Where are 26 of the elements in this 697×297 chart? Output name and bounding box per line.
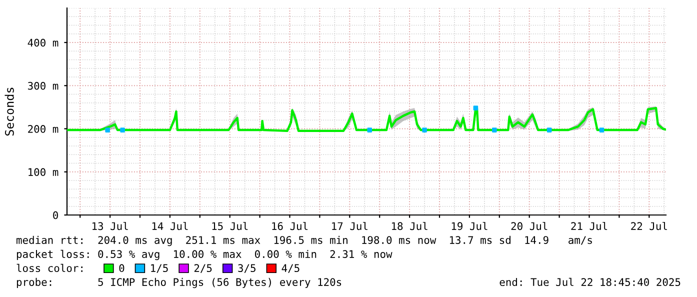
legend-label: 2/5 <box>194 264 212 273</box>
legend-label: 1/5 <box>151 264 168 273</box>
y-tick-label: 0 <box>53 211 58 220</box>
x-tick-label: 14 Jul <box>152 222 188 230</box>
x-tick-label: 22 Jul <box>631 222 667 230</box>
x-tick-label: 17 Jul <box>332 222 368 230</box>
text: packet loss: 0.53 % avg 10.00 % max 0.00 % min 2.31 % now <box>16 250 392 260</box>
x-tick-label: 13 Jul <box>92 222 128 230</box>
legend-label: 4/5 <box>282 264 300 273</box>
text: probe: 5 ICMP Echo Pings (56 Bytes) every 120s <box>16 278 342 288</box>
legend-label: 0 <box>119 264 124 272</box>
text: median rtt: 204.0 ms avg 251.1 ms max 196.5 ms min 198.0 ms now 13.7 ms sd 14.9 am/s <box>16 236 592 246</box>
x-tick-label: 15 Jul <box>212 222 248 230</box>
y-tick-label: 200 m <box>28 125 58 133</box>
y-tick-label: 300 m <box>28 82 58 90</box>
x-tick-label: 19 Jul <box>452 222 488 230</box>
y-tick-label: 400 m <box>28 38 58 47</box>
x-tick-label: 18 Jul <box>392 222 428 230</box>
x-tick-label: 20 Jul <box>511 222 548 230</box>
y-tick-label: 100 m <box>28 168 58 176</box>
y-axis-title: Seconds <box>4 88 14 136</box>
legend-title: loss color: <box>16 264 82 272</box>
legend-label: 3/5 <box>238 264 256 273</box>
x-tick-label: 21 Jul <box>571 222 608 230</box>
text: end: Tue Jul 22 18:45:40 2025 <box>500 278 680 286</box>
x-tick-label: 16 Jul <box>272 222 308 230</box>
